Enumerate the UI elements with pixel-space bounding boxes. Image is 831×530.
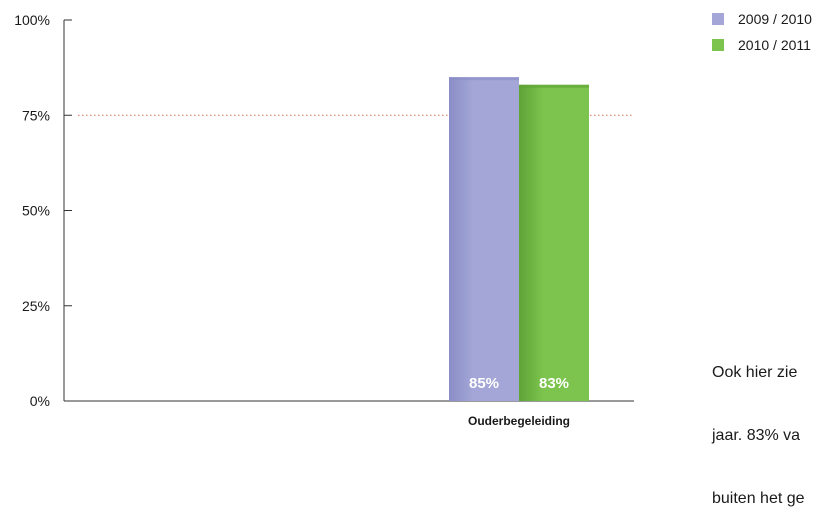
description-line: Ook hier zie xyxy=(712,364,798,381)
description-line: jaar. 83% va xyxy=(712,427,801,444)
y-tick-label: 0% xyxy=(30,393,50,409)
legend-label: 2009 / 2010 xyxy=(738,11,812,27)
bar xyxy=(449,77,519,402)
category-label: Ouderbegeleiding xyxy=(468,414,570,428)
data-label: 83% xyxy=(539,375,569,392)
legend-swatch xyxy=(712,39,724,51)
y-tick-label: 50% xyxy=(22,203,50,219)
y-tick-label: 25% xyxy=(22,298,50,314)
description-line: buiten het ge xyxy=(712,490,805,507)
bar-chart: 0% 25% 50% 75% 100% 85% 83% Ouderbegeleiding 200… xyxy=(14,11,812,428)
y-tick-label: 75% xyxy=(22,107,50,123)
bar-top-edge xyxy=(449,77,519,81)
legend-swatch xyxy=(712,13,724,25)
bar-top-edge xyxy=(519,84,589,88)
bar xyxy=(519,84,589,402)
description-text: Ook hier zie jaar. 83% va buiten het ge xyxy=(712,320,831,530)
legend-label: 2010 / 2011 xyxy=(738,37,811,53)
data-label: 85% xyxy=(469,375,499,392)
y-tick-label: 100% xyxy=(14,12,50,28)
